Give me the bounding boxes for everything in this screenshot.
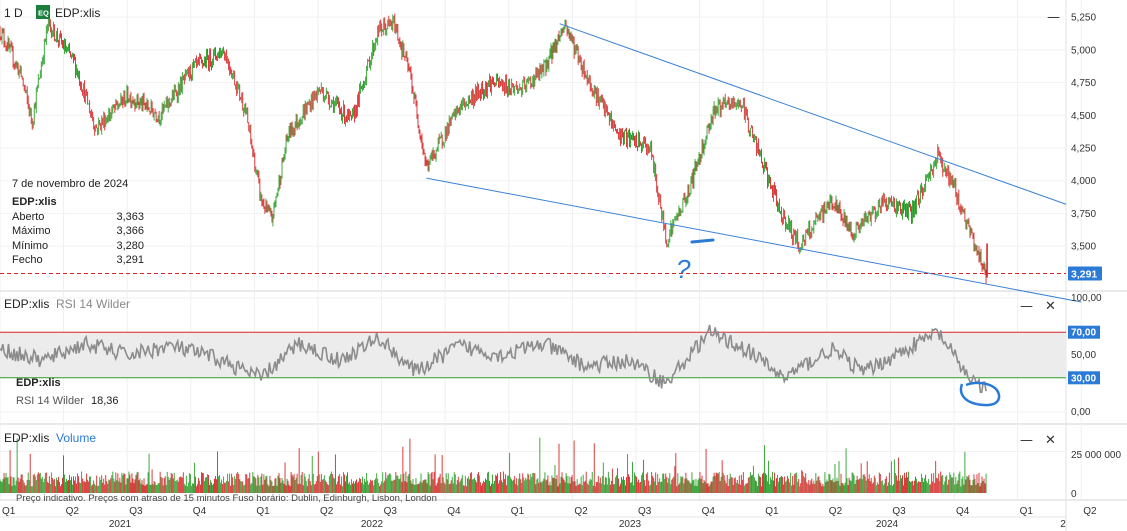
footer-note: Preço indicativo. Preços com atraso de 1… <box>16 493 437 504</box>
price-axis-label: 4,750 <box>1071 78 1096 89</box>
time-axis-quarter-label: Q2 <box>829 506 843 517</box>
time-axis-quarter-label: Q2 <box>1083 506 1097 517</box>
info-label: Máximo <box>12 225 51 238</box>
time-axis-year-label: 2024 <box>876 519 899 530</box>
time-axis-quarter-label: Q2 <box>320 506 334 517</box>
rsi-title-indicator[interactable]: RSI 14 Wilder <box>56 297 130 311</box>
price-axis-label: 5,000 <box>1071 45 1096 56</box>
time-axis-quarter-label: Q1 <box>765 506 779 517</box>
price-axis-label: 3,750 <box>1071 209 1096 220</box>
ohlc-info-panel: 7 de novembro de 2024 EDP:xlis Aberto 3,… <box>12 178 144 267</box>
interval-label[interactable]: 1 D <box>4 6 23 20</box>
rsi-legend-symbol: EDP:xlis <box>16 377 61 389</box>
info-value: 3,366 <box>116 225 144 238</box>
rsi-axis-label-50: 50,00 <box>1071 350 1096 361</box>
time-axis-quarter-label: Q4 <box>193 506 207 517</box>
info-row-close: Fecho 3,291 <box>12 253 144 267</box>
info-row-high: Máximo 3,366 <box>12 224 144 238</box>
volume-title-indicator[interactable]: Volume <box>56 431 96 445</box>
trendline <box>559 23 1067 205</box>
rsi-legend-indicator: RSI 14 Wilder <box>16 395 84 407</box>
time-axis-quarter-label: Q2 <box>574 506 588 517</box>
time-axis-quarter-label: Q4 <box>702 506 716 517</box>
rsi-upper-tag <box>1068 325 1100 339</box>
circle-annotation <box>959 381 1001 407</box>
time-axis-year-label: 2023 <box>619 519 642 530</box>
info-date: 7 de novembro de 2024 <box>12 178 129 190</box>
time-axis-quarter-label: Q3 <box>892 506 906 517</box>
price-axis-label: 4,500 <box>1071 111 1096 122</box>
rsi-line <box>0 324 987 394</box>
exchange-badge-label: EQ <box>38 9 49 18</box>
info-value: 3,363 <box>116 211 144 223</box>
time-axis-quarter-label: Q2 <box>66 506 80 517</box>
volume-title-symbol: EDP:xlis <box>4 431 49 445</box>
rsi-lower-tag-label: 30,00 <box>1071 373 1096 384</box>
volume-axis-label-0: 0 <box>1071 489 1077 500</box>
trendline <box>426 177 1082 303</box>
time-axis-year-label: 2 <box>1060 519 1066 530</box>
question-mark-annotation: ? <box>676 254 691 284</box>
price-axis-label: 3,500 <box>1071 242 1096 253</box>
info-label: Mínimo <box>12 239 49 252</box>
price-axis-label: 5,250 <box>1071 13 1096 24</box>
info-symbol: EDP:xlis <box>12 196 57 208</box>
rsi-title-symbol: EDP:xlis <box>4 297 49 311</box>
volume-bars <box>0 437 987 493</box>
info-value: 3,280 <box>116 239 144 252</box>
last-price-tag-label: 3,291 <box>1071 268 1097 280</box>
price-axis-label: 4,000 <box>1071 176 1096 187</box>
rsi-lower-tag <box>1068 371 1100 385</box>
time-axis-year-label: 2021 <box>109 519 132 530</box>
time-axis-quarter-label: Q3 <box>384 506 398 517</box>
volume-axis-label-25m: 25 000 000 <box>1071 450 1121 461</box>
price-candles <box>0 13 988 284</box>
price-axis-label: 4,250 <box>1071 144 1096 155</box>
info-label: Aberto <box>12 211 45 223</box>
rsi-overbought-oversold-band <box>0 332 1066 378</box>
info-row-open: Aberto 3,363 <box>12 210 144 224</box>
time-axis-quarter-label: Q1 <box>1020 506 1034 517</box>
price-panel-minimize-icon[interactable]: — <box>1047 10 1060 25</box>
time-axis-quarter-label: Q3 <box>129 506 143 517</box>
rsi-panel-close-icon[interactable]: ✕ <box>1045 299 1056 314</box>
rsi-legend-value: 18,36 <box>91 395 119 407</box>
rsi-axis-label-0: 0,00 <box>1071 407 1091 418</box>
time-axis-quarter-label: Q1 <box>511 506 525 517</box>
time-axis-quarter-label: Q4 <box>956 506 970 517</box>
exchange-badge <box>36 5 50 19</box>
time-axis-quarter-label: Q1 <box>256 506 270 517</box>
rsi-upper-tag-label: 70,00 <box>1071 328 1096 339</box>
time-axis-quarter-label: Q4 <box>447 506 461 517</box>
time-axis: Q1 Q2 Q3 Q4 Q1 Q2 Q3 Q4 Q1 Q2 Q3 Q4 Q1 Q2 Q3 Q4 Q1 Q2 2021… <box>0 506 1097 530</box>
price-axis: 5,250 5,000 4,750 4,500 4,250 4,000 3,750 3,500 <box>1071 13 1096 253</box>
last-price-tag <box>1068 266 1102 281</box>
time-axis-quarter-label: Q3 <box>638 506 652 517</box>
rsi-panel-minimize-icon[interactable]: — <box>1020 299 1033 314</box>
info-value: 3,291 <box>116 253 144 266</box>
volume-panel-minimize-icon[interactable]: — <box>1020 433 1033 448</box>
rsi-axis-label-100: 100,00 <box>1071 293 1102 304</box>
time-axis-year-label: 2022 <box>361 519 384 530</box>
symbol-title[interactable]: EDP:xlis <box>55 6 100 20</box>
info-row-low: Mínimo 3,280 <box>12 239 144 253</box>
time-axis-quarter-label: Q1 <box>2 506 16 517</box>
info-label: Fecho <box>12 253 43 266</box>
volume-panel-close-icon[interactable]: ✕ <box>1045 433 1056 448</box>
dash-annotation <box>690 238 715 244</box>
